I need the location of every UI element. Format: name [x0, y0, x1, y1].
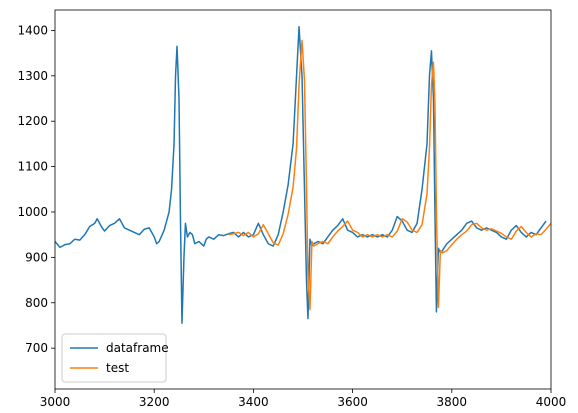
series-line [228, 39, 551, 311]
y-tick-label: 900 [25, 250, 48, 264]
y-tick-label: 700 [25, 341, 48, 355]
legend-label: test [106, 361, 129, 375]
x-tick-label: 3800 [437, 395, 468, 409]
x-tick-label: 3600 [337, 395, 368, 409]
legend-label: dataframe [106, 341, 169, 355]
y-tick-label: 1100 [17, 160, 48, 174]
y-tick-label: 1300 [17, 69, 48, 83]
plot-frame [54, 9, 552, 390]
y-tick-label: 1200 [17, 114, 48, 128]
x-tick-label: 3200 [139, 395, 170, 409]
y-tick-label: 1000 [17, 205, 48, 219]
series-line [55, 26, 547, 324]
y-tick-label: 1400 [17, 23, 48, 37]
x-tick-label: 4000 [536, 395, 567, 409]
x-tick-label: 3400 [238, 395, 269, 409]
y-tick-label: 800 [25, 296, 48, 310]
x-tick-label: 3000 [40, 395, 71, 409]
legend-box [61, 333, 167, 383]
